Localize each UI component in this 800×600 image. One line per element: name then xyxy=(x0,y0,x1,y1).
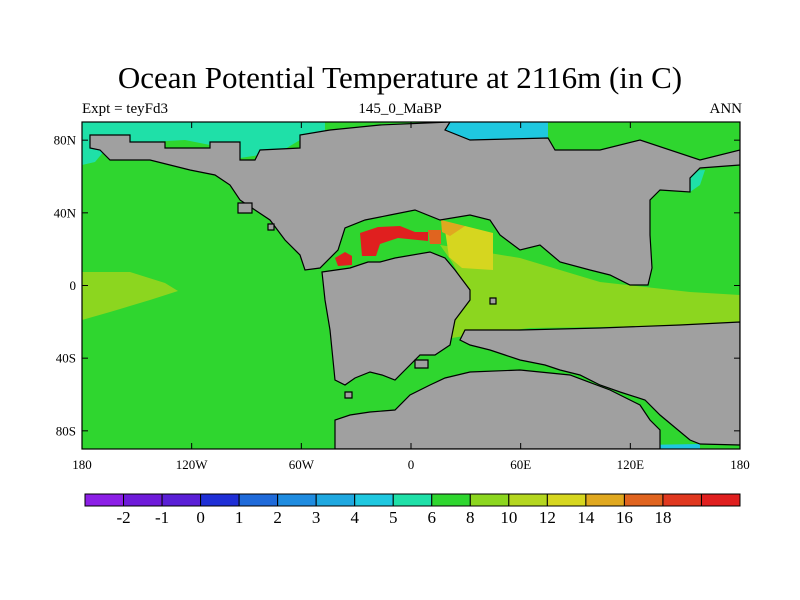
colorbar-swatch xyxy=(469,493,510,507)
colorbar-label: 14 xyxy=(577,508,595,527)
colorbar-label: 10 xyxy=(500,508,517,527)
colorbar-label: -1 xyxy=(155,508,169,527)
y-axis: 80N 40N 0 40S 80S xyxy=(54,133,740,438)
y-tick-label: 0 xyxy=(70,278,77,293)
colorbar-swatch xyxy=(161,493,202,507)
south-island-2 xyxy=(344,391,353,399)
experiment-label: Expt = teyFd3 xyxy=(82,101,168,117)
colorbar-label: 4 xyxy=(350,508,359,527)
time-label: 145_0_MaBP xyxy=(358,101,442,117)
colorbar-label: 1 xyxy=(235,508,244,527)
colorbar-swatch xyxy=(585,493,625,507)
map-plot-area xyxy=(82,122,740,449)
colorbar-swatch xyxy=(123,493,163,507)
colorbar-swatch xyxy=(354,493,394,507)
tethys-yellow-patch xyxy=(445,226,493,270)
colorbar-label: 12 xyxy=(539,508,556,527)
colorbar-swatch xyxy=(200,493,240,507)
x-tick-label: 60E xyxy=(510,457,531,472)
antarctica-landmass xyxy=(334,369,661,449)
x-tick-label: 180 xyxy=(72,457,92,472)
x-tick-label: 180 xyxy=(730,457,750,472)
season-label: ANN xyxy=(709,101,743,117)
north-island-1 xyxy=(237,202,253,214)
colorbar-swatch xyxy=(662,493,702,507)
east-island xyxy=(489,297,497,305)
colorbar-swatch xyxy=(392,493,433,507)
india-australia-landmass xyxy=(459,321,740,446)
colorbar-swatch xyxy=(84,493,125,507)
colorbar-label: 0 xyxy=(196,508,205,527)
y-tick-label: 40S xyxy=(56,351,76,366)
colorbar-label: 2 xyxy=(273,508,282,527)
colorbar-swatch xyxy=(431,493,471,507)
arctic-cyan-patch xyxy=(445,122,548,140)
tethys-red-small xyxy=(335,252,352,266)
x-tick-label: 60W xyxy=(289,457,315,472)
x-tick-label: 120W xyxy=(176,457,209,472)
colorbar-swatch xyxy=(700,493,741,507)
colorbar-label: 5 xyxy=(389,508,398,527)
colorbar: -2 -1 0 1 2 3 4 5 6 8 10 12 14 16 18 xyxy=(84,493,741,527)
x-tick-label: 120E xyxy=(617,457,645,472)
colorbar-swatch xyxy=(508,493,548,507)
south-america-africa-landmass xyxy=(321,251,471,386)
tethys-orange-patch xyxy=(428,230,441,244)
y-tick-label: 40N xyxy=(54,205,77,220)
colorbar-swatch xyxy=(315,493,356,507)
tethys-red-patch xyxy=(360,226,428,256)
colorbar-label: -2 xyxy=(116,508,130,527)
colorbar-label: 18 xyxy=(654,508,671,527)
colorbar-swatch xyxy=(623,493,664,507)
south-island-1 xyxy=(414,359,429,369)
colorbar-label: 6 xyxy=(428,508,437,527)
plot-title: Ocean Potential Temperature at 2116m (in… xyxy=(117,60,683,95)
y-tick-label: 80N xyxy=(54,133,77,148)
colorbar-label: 16 xyxy=(616,508,633,527)
colorbar-swatch xyxy=(238,493,279,507)
colorbar-label: 8 xyxy=(466,508,475,527)
x-tick-label: 0 xyxy=(408,457,415,472)
north-island-2 xyxy=(267,223,275,231)
equatorial-pacific-tongue xyxy=(82,272,178,320)
equatorial-indian-band xyxy=(440,245,740,338)
tethys-gold-patch xyxy=(441,220,465,236)
x-axis: 180 120W 60W 0 60E 120E 180 xyxy=(72,122,750,472)
colorbar-swatch xyxy=(546,493,587,507)
y-tick-label: 80S xyxy=(56,423,76,438)
colorbar-label: 3 xyxy=(312,508,321,527)
colorbar-swatch xyxy=(277,493,317,507)
